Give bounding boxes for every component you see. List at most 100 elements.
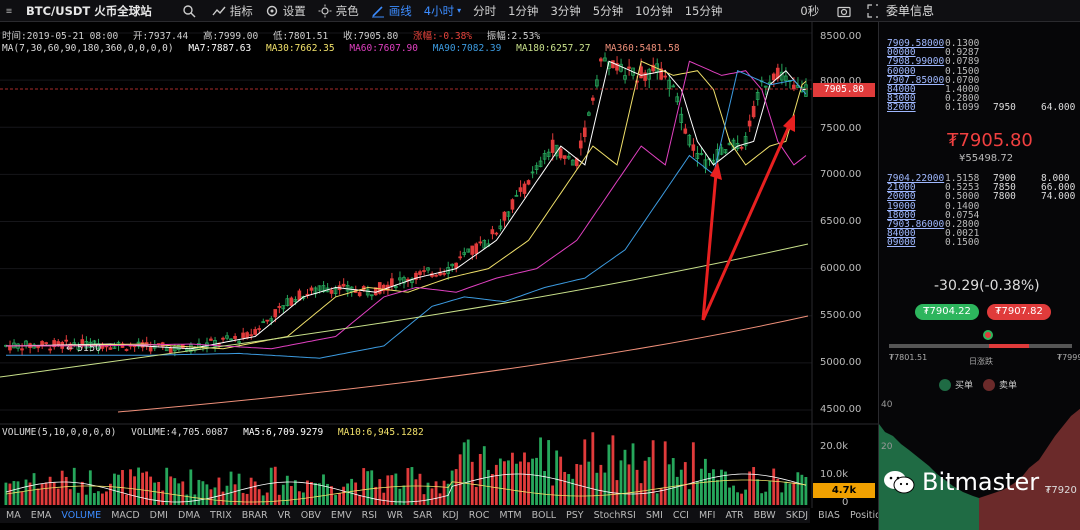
volume-axis-label: 10.0k xyxy=(820,469,849,480)
orderbook-depth: 66.000 xyxy=(1041,182,1076,194)
ask-row[interactable]: 84000 1.4000 xyxy=(887,84,1080,95)
interval-option[interactable]: 10分钟 xyxy=(635,3,673,18)
best-bid-button[interactable]: ₮7904.22 xyxy=(915,304,979,320)
candle-down xyxy=(233,335,237,339)
interval-dropdown[interactable]: 4小时 ▾ xyxy=(418,0,467,22)
annotation-arrowhead xyxy=(710,162,722,180)
indicator-tab[interactable]: DMA xyxy=(178,510,201,521)
ask-row[interactable]: 83000 0.2800 xyxy=(887,93,1080,104)
interval-option[interactable]: 分时 xyxy=(473,3,497,18)
ask-row[interactable]: 00000 0.9287 xyxy=(887,47,1080,58)
indicator-tab[interactable]: OBV xyxy=(300,510,321,521)
candle-down xyxy=(329,289,334,294)
indicator-tab[interactable]: BOLL xyxy=(531,510,557,521)
info-low: 低:7801.51 xyxy=(272,31,329,42)
indicator-tab[interactable]: VOLUME xyxy=(61,510,102,521)
theme-button[interactable]: 亮色 xyxy=(312,0,365,22)
indicator-tab[interactable]: WR xyxy=(387,510,404,521)
info-time: 时间:2019-05-21 08:00 xyxy=(2,31,119,42)
ask-row[interactable]: 60000 0.1500 xyxy=(887,66,1080,77)
indicator-tab[interactable]: MA xyxy=(6,510,21,521)
indicator-tab[interactable]: DMI xyxy=(149,510,168,521)
ma-params[interactable]: MA(7,30,60,90,180,360,0,0,0,0) xyxy=(2,43,174,54)
indicator-tab[interactable]: Position xyxy=(849,510,887,521)
volume-bar xyxy=(105,491,108,505)
indicator-tab[interactable]: PSY xyxy=(566,510,584,521)
indicator-tab[interactable]: ATR xyxy=(725,510,744,521)
indicator-tab[interactable]: ROC xyxy=(468,510,490,521)
bid-row[interactable]: 7903.860000.2800 xyxy=(887,219,1080,230)
indicator-tab[interactable]: CCI xyxy=(672,510,689,521)
indicator-tab[interactable]: TRIX xyxy=(210,510,232,521)
candle-up xyxy=(542,153,547,160)
ask-row[interactable]: 7908.990000.0789 xyxy=(887,56,1080,67)
candle-down xyxy=(490,229,495,235)
indicator-tab[interactable]: BBW xyxy=(753,510,776,521)
volume-bar xyxy=(603,472,607,505)
candle-up xyxy=(285,298,290,307)
indicator-tab[interactable]: KDJ xyxy=(442,510,459,521)
indicator-tab[interactable]: StochRSI xyxy=(593,510,636,521)
bid-row[interactable]: 09000 0.1500 xyxy=(887,237,1080,248)
draw-button[interactable]: 画线 xyxy=(365,0,418,22)
interval-option[interactable]: 1分钟 xyxy=(508,3,539,18)
volume-bar xyxy=(64,476,68,505)
candle-up xyxy=(546,151,551,157)
settings-button[interactable]: 设置 xyxy=(259,0,312,22)
bid-row[interactable]: 18000 0.0754 xyxy=(887,210,1080,221)
volume-bar xyxy=(241,492,245,505)
watermark-text: Bitmaster xyxy=(922,468,1040,496)
candle-down xyxy=(454,262,458,269)
indicator-tab[interactable]: MACD xyxy=(111,510,140,521)
indicator-tab[interactable]: SKDJ xyxy=(785,510,809,521)
indicator-tab[interactable]: EMA xyxy=(30,510,52,521)
indicator-tab[interactable]: BRAR xyxy=(241,510,268,521)
ask-row[interactable]: 82000 0.1099 7950 64.000 xyxy=(887,102,1080,113)
volume-bar xyxy=(213,487,217,505)
bid-row[interactable]: 21000 0.5253 7850 66.000 xyxy=(887,182,1080,193)
sun-icon xyxy=(318,4,332,17)
indicator-tab[interactable]: MFI xyxy=(698,510,716,521)
indicator-tab[interactable]: RSI xyxy=(361,510,378,521)
menu-icon[interactable] xyxy=(0,0,22,22)
candlestick-chart[interactable] xyxy=(0,22,878,508)
best-ask-button[interactable]: ₮7907.82 xyxy=(987,304,1051,320)
indicator-tab[interactable]: SMI xyxy=(645,510,663,521)
candle-up xyxy=(301,295,306,299)
volume-bar xyxy=(720,469,723,505)
bid-row[interactable]: 20000 0.5000 7800 74.000 xyxy=(887,191,1080,202)
indicator-tab[interactable]: EMV xyxy=(330,510,352,521)
indicator-tab[interactable]: SAR xyxy=(413,510,433,521)
ask-row[interactable]: 7909.580000.1300 xyxy=(887,38,1080,49)
volume-bar xyxy=(527,462,530,505)
ma180-value: MA180:6257.27 xyxy=(516,43,591,54)
indicators-button[interactable]: 指标 xyxy=(206,0,259,22)
bid-row[interactable]: 19000 0.1400 xyxy=(887,201,1080,212)
candle-down xyxy=(611,60,615,69)
bid-row[interactable]: 7904.220001.5158 7900 8.000 xyxy=(887,173,1080,184)
interval-option[interactable]: 15分钟 xyxy=(684,3,723,18)
ask-row[interactable]: 7907.850000.0700 xyxy=(887,75,1080,86)
candle-down xyxy=(390,278,394,287)
indicator-tab[interactable]: BIAS xyxy=(818,510,840,521)
orderbook-amount: 0.1300 xyxy=(945,38,980,49)
candle-down xyxy=(502,211,507,221)
volume-params[interactable]: VOLUME(5,10,0,0,0,0) xyxy=(2,427,117,438)
bid-row[interactable]: 84000 0.0021 xyxy=(887,228,1080,239)
volume-bar xyxy=(691,442,695,505)
volume-bar xyxy=(310,482,313,505)
volume-bar xyxy=(587,461,591,505)
volume-bar xyxy=(462,442,466,505)
indicator-tab[interactable]: MTM xyxy=(499,510,522,521)
depth-chart[interactable] xyxy=(879,402,1080,530)
orderbook-amount: 0.0021 xyxy=(945,228,980,240)
orderbook-cum: 7800 xyxy=(993,191,1016,203)
interval-option[interactable]: 3分钟 xyxy=(550,3,581,18)
volume-bar xyxy=(563,471,567,505)
interval-option[interactable]: 5分钟 xyxy=(592,3,624,18)
indicator-tab[interactable]: VR xyxy=(277,510,291,521)
search-icon[interactable] xyxy=(176,0,206,22)
candle-down xyxy=(64,339,69,342)
volume-bar xyxy=(406,468,410,505)
camera-icon[interactable] xyxy=(831,0,861,22)
